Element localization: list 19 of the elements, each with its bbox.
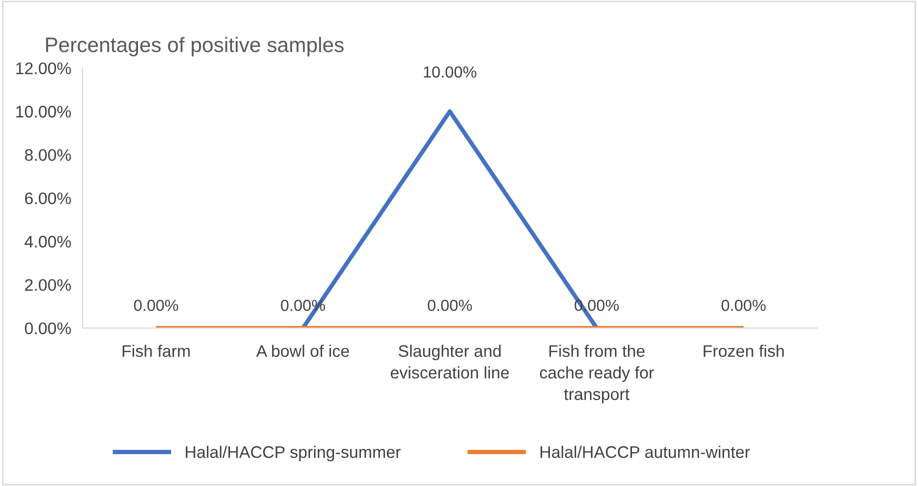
data-label: 0.00%	[134, 300, 178, 312]
y-tick-label: 12.00%	[16, 62, 71, 74]
x-tick-label: Fish from the cache ready for transport	[540, 344, 654, 404]
x-tick-label: Fish farm	[122, 344, 190, 357]
x-tick-label: Slaughter and evisceration line	[390, 344, 509, 379]
y-tick-label: 8.00%	[24, 149, 71, 161]
x-tick-label: Frozen fish	[704, 344, 784, 357]
y-tick-label: 0.00%	[24, 322, 71, 334]
data-label: 0.00%	[428, 300, 472, 312]
data-label: 10.00%	[424, 66, 476, 78]
y-tick-label: 6.00%	[25, 192, 71, 204]
y-tick-label: 4.00%	[24, 236, 71, 248]
x-tick-label: A bowl of ice	[256, 344, 349, 357]
y-tick-label: 2.00%	[25, 279, 71, 291]
data-label: 0.00%	[722, 300, 766, 312]
legend-label: Halal/HACCP autumn-winter	[540, 446, 750, 458]
legend-label: Halal/HACCP spring-summer	[186, 446, 401, 462]
chart-title: Percentages of positive samples	[46, 36, 344, 56]
y-tick-label: 10.00%	[16, 106, 71, 118]
